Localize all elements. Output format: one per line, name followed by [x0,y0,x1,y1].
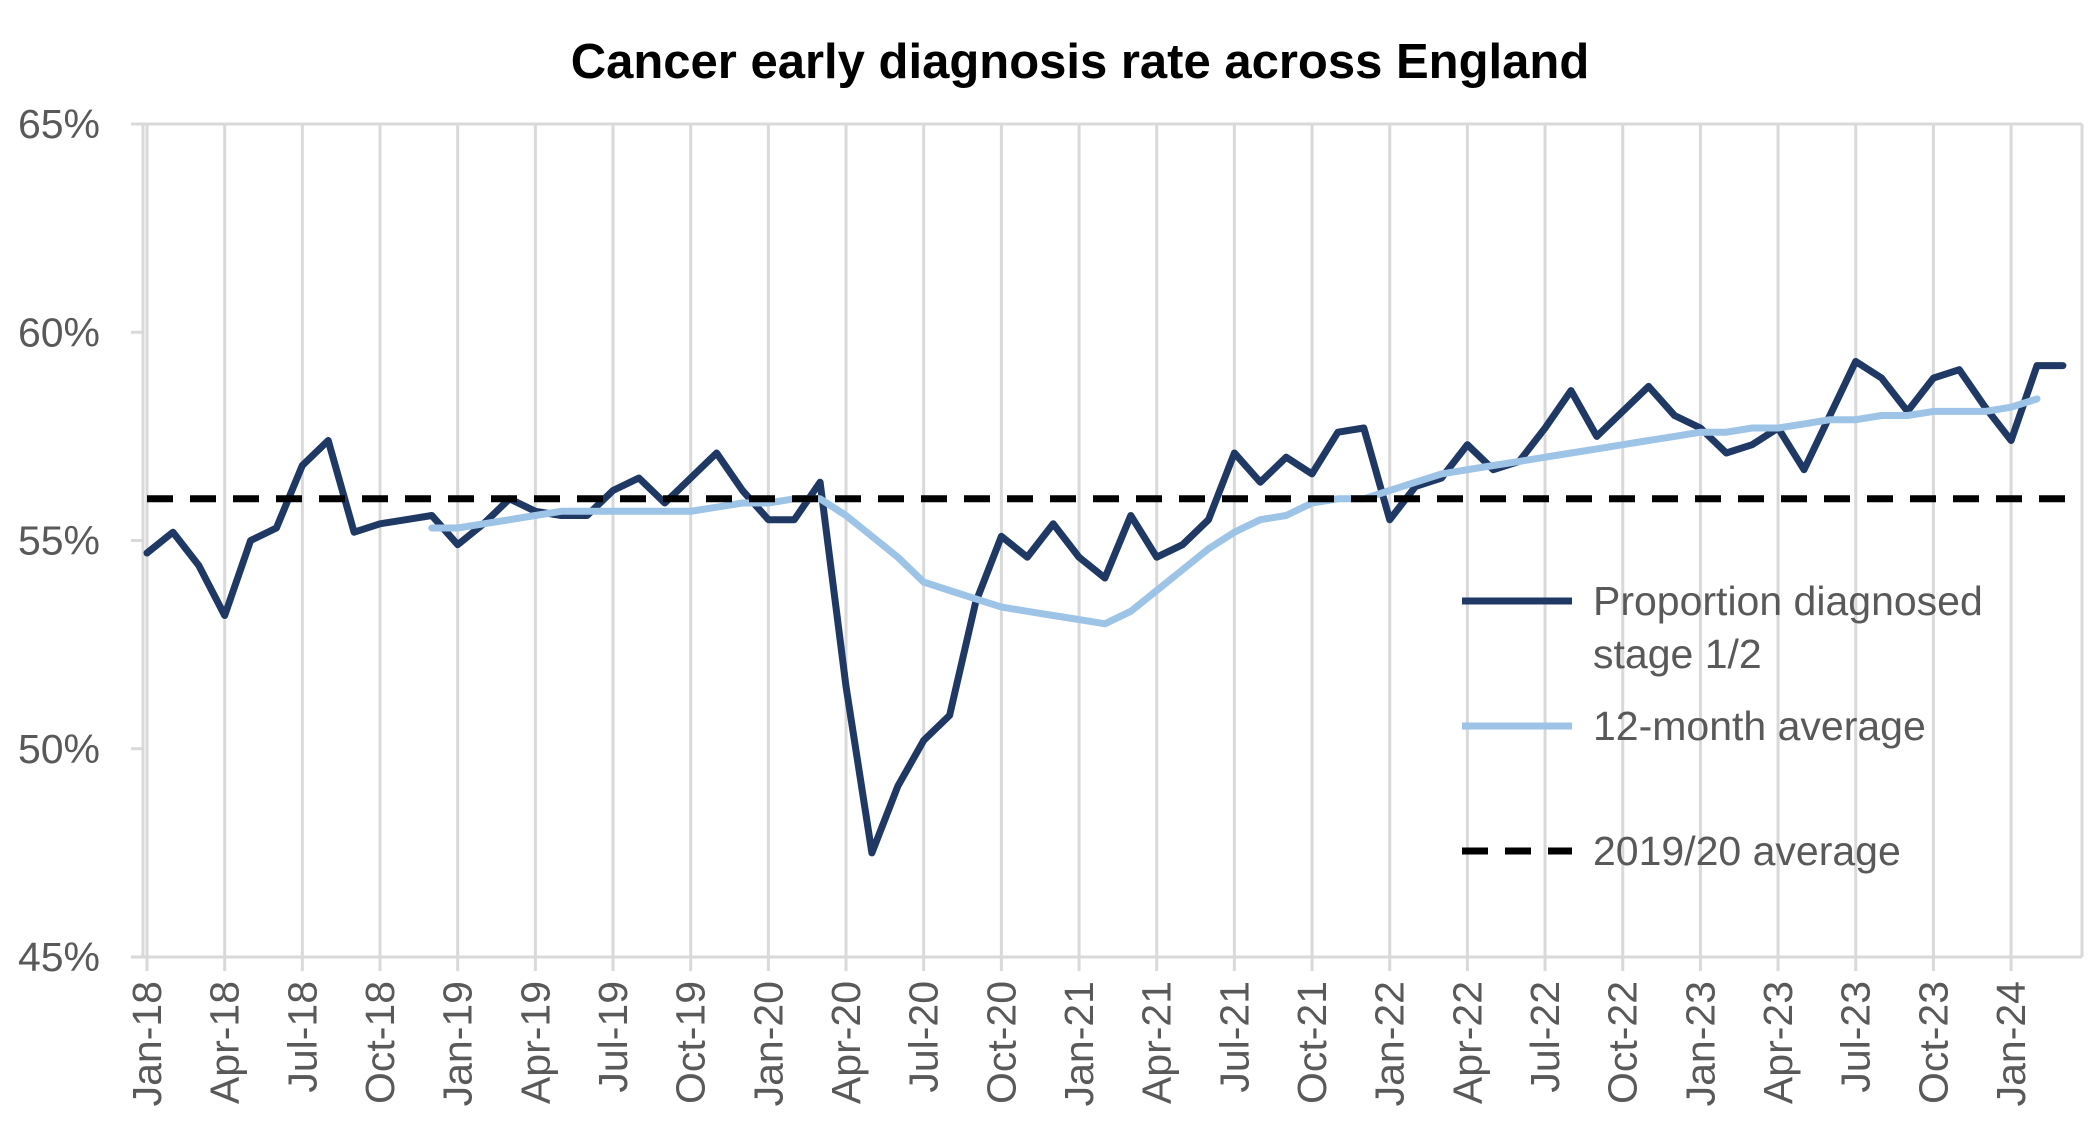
x-tick-label: Jan-22 [1367,981,1413,1106]
legend-label-2: 2019/20 average [1593,828,1901,874]
x-tick-label: Apr-18 [202,981,248,1104]
y-tick-label: 65% [18,101,100,147]
legend-label-1: 12-month average [1593,703,1926,749]
x-tick-label: Jul-19 [590,981,636,1093]
x-tick-label: Apr-23 [1755,981,1801,1104]
x-tick-label: Jul-21 [1211,981,1257,1093]
x-tick-label: Jan-23 [1677,981,1723,1106]
x-tick-label: Apr-20 [823,981,869,1104]
y-tick-label: 55% [18,518,100,564]
x-tick-label: Oct-21 [1289,981,1335,1104]
x-tick-label: Oct-23 [1910,981,1956,1104]
x-tick-label: Jan-24 [1988,981,2034,1106]
x-tick-label: Oct-18 [357,981,403,1104]
x-tick-label: Apr-22 [1444,981,1490,1104]
x-tick-label: Jan-19 [435,981,481,1106]
x-tick-label: Jul-22 [1522,981,1568,1093]
series-line-1 [428,395,2041,628]
x-tick-label: Jul-20 [901,981,947,1093]
y-tick-label: 50% [18,726,100,772]
series-line-0 [143,357,2067,857]
x-tick-label: Jul-18 [279,981,325,1093]
chart-title: Cancer early diagnosis rate across Engla… [571,35,1590,89]
x-tick-label: Oct-20 [978,981,1024,1104]
axes: 45% 50% 55% 60% 65% Jan-18 Apr-18 Jul-18 Oct-18 J… [18,101,2082,1106]
x-tick-label: Jan-18 [124,981,170,1106]
x-tick-label: Oct-22 [1600,981,1646,1104]
x-tick-label: Apr-21 [1134,981,1180,1104]
x-tick-label: Jan-20 [745,981,791,1106]
legend: Proportion diagnosed stage 1/2 12-month av… [1462,578,1983,874]
x-tick-label: Oct-19 [668,981,714,1104]
x-tick-label: Jul-23 [1833,981,1879,1093]
x-tick-label: Jan-21 [1056,981,1102,1106]
x-tick-label: Apr-19 [512,981,558,1104]
legend-label-0: stage 1/2 [1593,631,1762,677]
legend-label-0: Proportion diagnosed [1593,578,1983,624]
y-tick-label: 45% [18,934,100,980]
y-tick-label: 60% [18,309,100,355]
gridlines [143,122,2084,957]
series-lines [143,357,2082,857]
